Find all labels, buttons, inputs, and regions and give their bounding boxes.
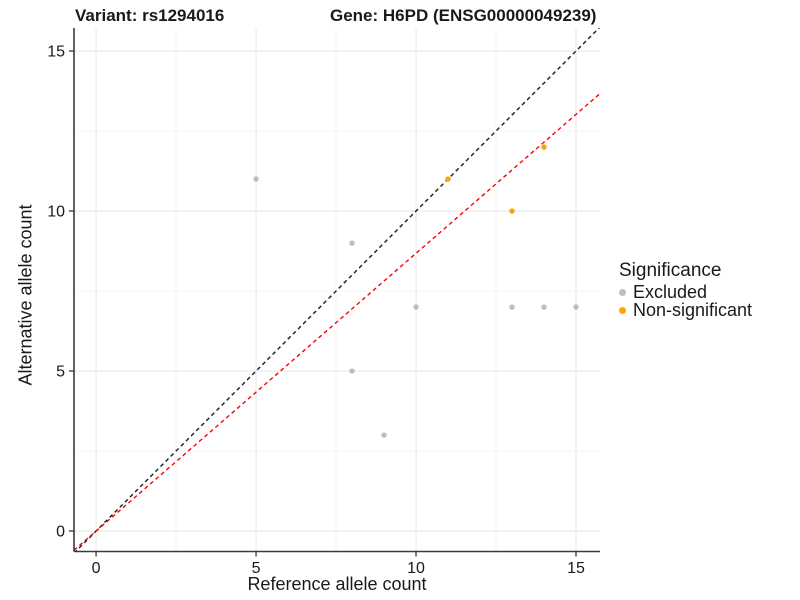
y-tick-label: 10 <box>47 204 65 221</box>
x-tick-label: 0 <box>92 560 101 577</box>
point-non-significant <box>541 144 547 150</box>
point-excluded <box>253 176 259 182</box>
x-axis-title: Reference allele count <box>247 574 427 594</box>
legend: Significance Excluded Non-significant <box>619 260 752 319</box>
point-non-significant <box>509 208 515 214</box>
point-non-significant <box>445 176 451 182</box>
fitted-ratio-line <box>74 93 600 551</box>
legend-title: Significance <box>619 260 722 281</box>
y-axis-title: Alternative allele count <box>15 204 36 386</box>
plot-title-variant: Variant: rs1294016 <box>75 6 225 25</box>
legend-entry: Excluded <box>619 283 752 301</box>
point-excluded <box>573 304 579 310</box>
legend-entry: Non-significant <box>619 301 752 319</box>
x-tick-label: 15 <box>567 560 585 577</box>
x-tick-label: 5 <box>252 560 261 577</box>
y-tick-label: 15 <box>47 44 65 61</box>
y-tick-label: 0 <box>56 524 65 541</box>
point-excluded <box>349 368 355 374</box>
legend-entry-label: Non-significant <box>633 300 753 320</box>
plot-title-gene: Gene: H6PD (ENSG00000049239) <box>330 6 597 25</box>
legend-dot-icon <box>619 288 626 296</box>
identity-line <box>74 28 600 552</box>
x-tick-label: 10 <box>407 560 425 577</box>
point-excluded <box>541 304 547 310</box>
point-excluded <box>509 304 515 310</box>
point-excluded <box>413 304 419 310</box>
legend-entry-label: Excluded <box>633 282 708 302</box>
point-excluded <box>381 432 387 438</box>
point-excluded <box>349 240 355 246</box>
y-tick-label: 5 <box>56 364 65 381</box>
legend-dot-icon <box>619 306 626 314</box>
legend-entries: Excluded Non-significant <box>619 283 752 319</box>
